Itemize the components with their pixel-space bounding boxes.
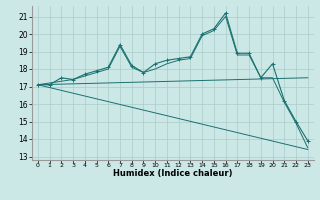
X-axis label: Humidex (Indice chaleur): Humidex (Indice chaleur)	[113, 169, 233, 178]
